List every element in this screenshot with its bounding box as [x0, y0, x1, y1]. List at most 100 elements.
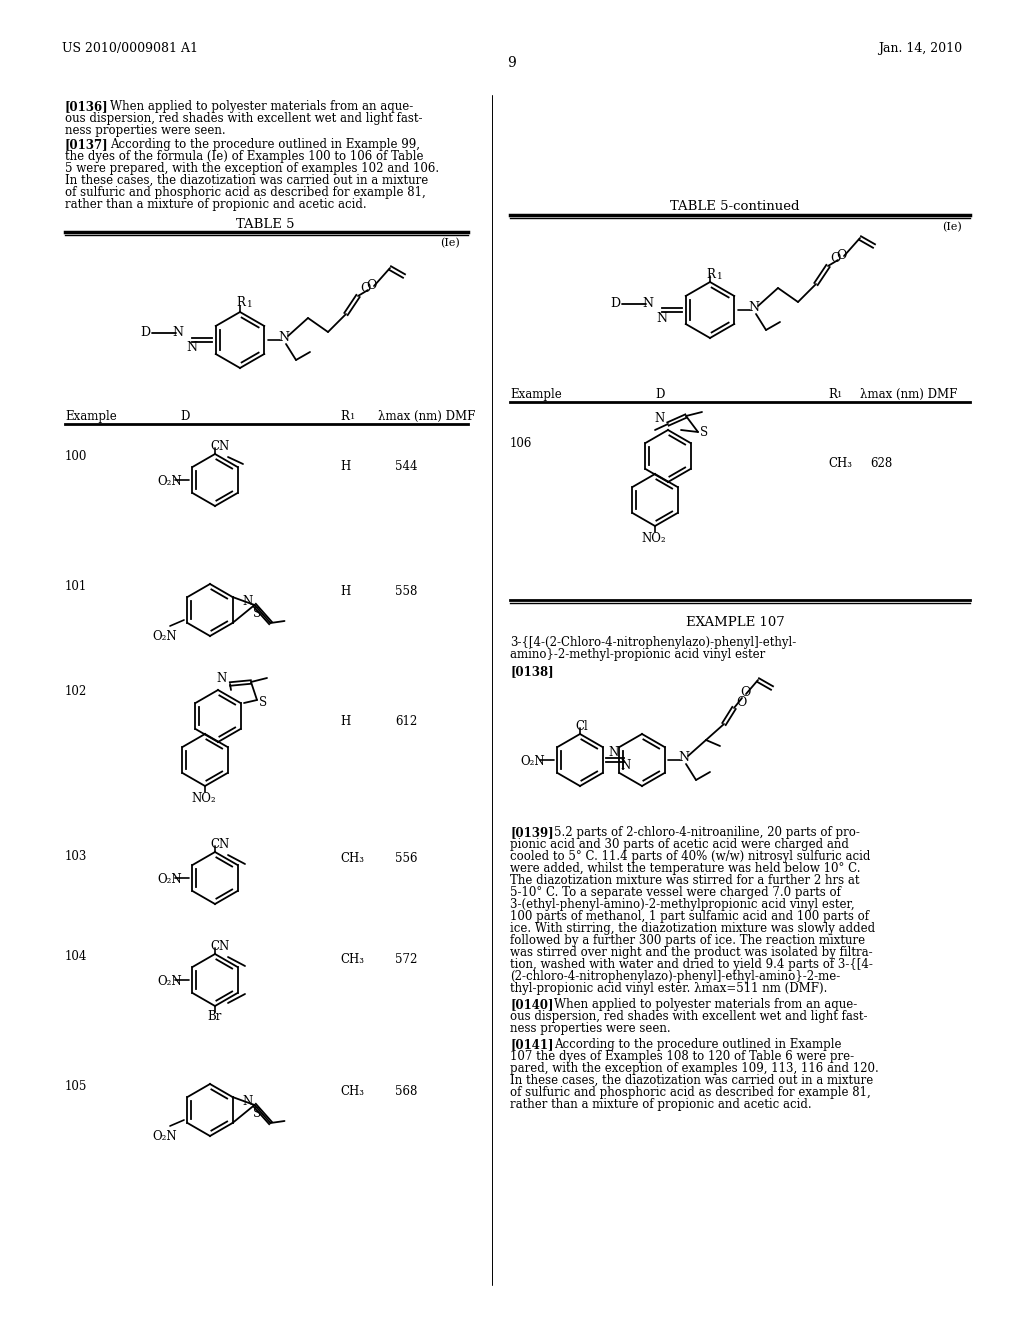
Text: ness properties were seen.: ness properties were seen.: [65, 124, 225, 137]
Text: O: O: [736, 696, 746, 709]
Text: N: N: [186, 341, 197, 354]
Text: N: N: [620, 759, 630, 772]
Text: N: N: [656, 312, 667, 325]
Text: According to the procedure outlined in Example 99,: According to the procedure outlined in E…: [110, 139, 420, 150]
Text: 100 parts of methanol, 1 part sulfamic acid and 100 parts of: 100 parts of methanol, 1 part sulfamic a…: [510, 909, 869, 923]
Text: O: O: [366, 279, 377, 292]
Text: N: N: [642, 297, 653, 310]
Text: λmax (nm) DMF: λmax (nm) DMF: [860, 388, 957, 401]
Text: CN: CN: [210, 440, 229, 453]
Text: were added, whilst the temperature was held below 10° C.: were added, whilst the temperature was h…: [510, 862, 860, 875]
Text: pared, with the exception of examples 109, 113, 116 and 120.: pared, with the exception of examples 10…: [510, 1063, 879, 1074]
Text: 5.2 parts of 2-chloro-4-nitroaniline, 20 parts of pro-: 5.2 parts of 2-chloro-4-nitroaniline, 20…: [554, 826, 860, 840]
Text: R: R: [706, 268, 715, 281]
Text: R: R: [828, 388, 837, 401]
Text: TABLE 5: TABLE 5: [236, 218, 294, 231]
Text: (Ie): (Ie): [440, 238, 460, 248]
Text: Br: Br: [207, 1010, 221, 1023]
Text: 1: 1: [350, 413, 355, 421]
Text: ous dispersion, red shades with excellent wet and light fast-: ous dispersion, red shades with excellen…: [510, 1010, 867, 1023]
Text: N: N: [748, 301, 759, 314]
Text: Cl: Cl: [575, 719, 588, 733]
Text: S: S: [259, 696, 267, 709]
Text: D: D: [655, 388, 665, 401]
Text: N: N: [243, 595, 253, 609]
Text: H: H: [340, 585, 350, 598]
Text: 572: 572: [395, 953, 418, 966]
Text: λmax (nm) DMF: λmax (nm) DMF: [378, 411, 475, 422]
Text: 107 the dyes of Examples 108 to 120 of Table 6 were pre-: 107 the dyes of Examples 108 to 120 of T…: [510, 1049, 854, 1063]
Text: CH₃: CH₃: [340, 1085, 364, 1098]
Text: ous dispersion, red shades with excellent wet and light fast-: ous dispersion, red shades with excellen…: [65, 112, 423, 125]
Text: D: D: [180, 411, 189, 422]
Text: thyl-propionic acid vinyl ester. λmax=511 nm (DMF).: thyl-propionic acid vinyl ester. λmax=51…: [510, 982, 827, 995]
Text: When applied to polyester materials from an aque-: When applied to polyester materials from…: [110, 100, 414, 114]
Text: 100: 100: [65, 450, 87, 463]
Text: S: S: [700, 426, 709, 440]
Text: of sulfuric and phosphoric acid as described for example 81,: of sulfuric and phosphoric acid as descr…: [510, 1086, 870, 1100]
Text: the dyes of the formula (Ie) of Examples 100 to 106 of Table: the dyes of the formula (Ie) of Examples…: [65, 150, 424, 162]
Text: 612: 612: [395, 715, 417, 729]
Text: of sulfuric and phosphoric acid as described for example 81,: of sulfuric and phosphoric acid as descr…: [65, 186, 426, 199]
Text: rather than a mixture of propionic and acetic acid.: rather than a mixture of propionic and a…: [65, 198, 367, 211]
Text: O₂N: O₂N: [157, 975, 181, 987]
Text: CH₃: CH₃: [828, 457, 852, 470]
Text: S: S: [253, 607, 261, 620]
Text: R: R: [340, 411, 349, 422]
Text: (Ie): (Ie): [942, 222, 962, 232]
Text: [0138]: [0138]: [510, 665, 554, 678]
Text: Example: Example: [65, 411, 117, 422]
Text: [0137]: [0137]: [65, 139, 109, 150]
Text: H: H: [340, 715, 350, 729]
Text: NO₂: NO₂: [641, 532, 666, 545]
Text: 106: 106: [510, 437, 532, 450]
Text: CH₃: CH₃: [340, 953, 364, 966]
Text: The diazotization mixture was stirred for a further 2 hrs at: The diazotization mixture was stirred fo…: [510, 874, 859, 887]
Text: 1: 1: [837, 391, 843, 399]
Text: O₂N: O₂N: [152, 630, 176, 643]
Text: (2-chloro-4-nitrophenylazo)-phenyl]-ethyl-amino}-2-me-: (2-chloro-4-nitrophenylazo)-phenyl]-ethy…: [510, 970, 841, 983]
Text: D: D: [140, 326, 151, 339]
Text: 105: 105: [65, 1080, 87, 1093]
Text: rather than a mixture of propionic and acetic acid.: rather than a mixture of propionic and a…: [510, 1098, 812, 1111]
Text: 101: 101: [65, 579, 87, 593]
Text: O: O: [360, 282, 371, 294]
Text: O: O: [830, 252, 841, 265]
Text: 103: 103: [65, 850, 87, 863]
Text: CN: CN: [210, 940, 229, 953]
Text: 3-{[4-(2-Chloro-4-nitrophenylazo)-phenyl]-ethyl-: 3-{[4-(2-Chloro-4-nitrophenylazo)-phenyl…: [510, 636, 797, 649]
Text: US 2010/0009081 A1: US 2010/0009081 A1: [62, 42, 198, 55]
Text: O₂N: O₂N: [520, 755, 545, 768]
Text: O₂N: O₂N: [157, 475, 181, 488]
Text: [0136]: [0136]: [65, 100, 109, 114]
Text: 1: 1: [717, 272, 723, 281]
Text: H: H: [340, 459, 350, 473]
Text: N: N: [172, 326, 183, 339]
Text: ness properties were seen.: ness properties were seen.: [510, 1022, 671, 1035]
Text: [0139]: [0139]: [510, 826, 554, 840]
Text: 104: 104: [65, 950, 87, 964]
Text: 5 were prepared, with the exception of examples 102 and 106.: 5 were prepared, with the exception of e…: [65, 162, 439, 176]
Text: Jan. 14, 2010: Jan. 14, 2010: [878, 42, 962, 55]
Text: O: O: [740, 686, 751, 700]
Text: N: N: [678, 751, 689, 764]
Text: N: N: [216, 672, 226, 685]
Text: R: R: [236, 296, 245, 309]
Text: 1: 1: [247, 300, 253, 309]
Text: D: D: [610, 297, 621, 310]
Text: 544: 544: [395, 459, 418, 473]
Text: 3-(ethyl-phenyl-amino)-2-methylpropionic acid vinyl ester,: 3-(ethyl-phenyl-amino)-2-methylpropionic…: [510, 898, 855, 911]
Text: S: S: [253, 1107, 261, 1119]
Text: O₂N: O₂N: [157, 873, 181, 886]
Text: N: N: [278, 331, 289, 345]
Text: tion, washed with water and dried to yield 9.4 parts of 3-{[4-: tion, washed with water and dried to yie…: [510, 958, 872, 972]
Text: followed by a further 300 parts of ice. The reaction mixture: followed by a further 300 parts of ice. …: [510, 935, 865, 946]
Text: In these cases, the diazotization was carried out in a mixture: In these cases, the diazotization was ca…: [510, 1074, 873, 1086]
Text: 628: 628: [870, 457, 892, 470]
Text: TABLE 5-continued: TABLE 5-continued: [671, 201, 800, 213]
Text: 556: 556: [395, 851, 418, 865]
Text: pionic acid and 30 parts of acetic acid were charged and: pionic acid and 30 parts of acetic acid …: [510, 838, 849, 851]
Text: amino}-2-methyl-propionic acid vinyl ester: amino}-2-methyl-propionic acid vinyl est…: [510, 648, 765, 661]
Text: cooled to 5° C. 11.4 parts of 40% (w/w) nitrosyl sulfuric acid: cooled to 5° C. 11.4 parts of 40% (w/w) …: [510, 850, 870, 863]
Text: 102: 102: [65, 685, 87, 698]
